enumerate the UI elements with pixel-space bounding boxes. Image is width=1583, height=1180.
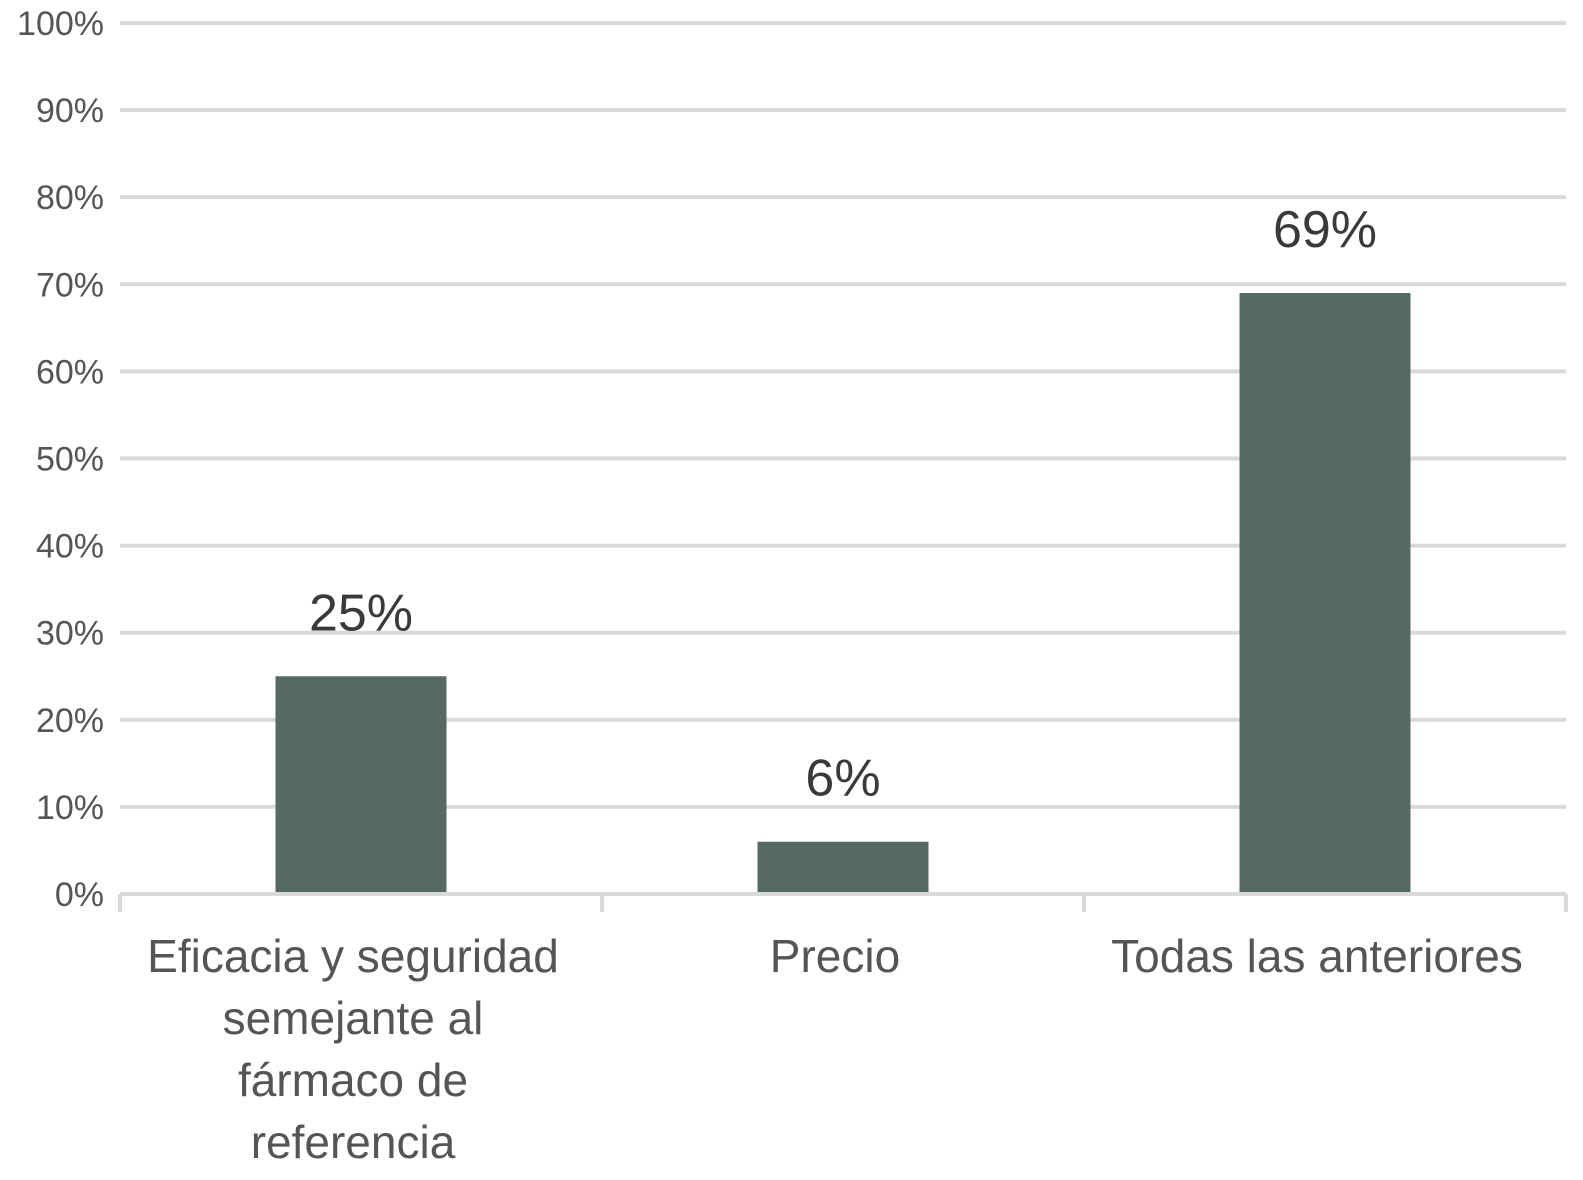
data-label: 69% [1273, 201, 1377, 259]
bar [757, 841, 929, 892]
y-tick-label: 70% [36, 266, 104, 304]
bars [275, 293, 1411, 892]
y-tick-label: 90% [36, 92, 104, 130]
data-labels: 25% 6% 69% [309, 201, 1377, 808]
y-tick-label: 0% [55, 876, 104, 914]
x-axis [118, 892, 1568, 912]
bar [275, 676, 447, 892]
category-label: Todas las anteriores [1111, 930, 1523, 982]
category-label: Precio [770, 930, 900, 982]
category-label-line: Precio [770, 930, 900, 982]
category-labels: Eficacia y seguridad semejante al fármaco … [147, 930, 1523, 1168]
y-tick-label: 40% [36, 528, 104, 566]
category-label-line: Eficacia y seguridad [147, 930, 559, 982]
y-tick-label: 20% [36, 702, 104, 740]
data-label: 25% [309, 584, 413, 642]
data-label: 6% [805, 750, 880, 808]
category-label-line: semejante al [223, 992, 484, 1044]
bar [1239, 293, 1411, 892]
category-label: Eficacia y seguridad semejante al fármaco … [147, 930, 559, 1168]
y-tick-label: 30% [36, 615, 104, 653]
y-axis-ticks: 0% 10% 20% 30% 40% 50% 60% 70% 80% 90% 100% [17, 5, 104, 914]
category-label-line: fármaco de [238, 1054, 468, 1106]
y-tick-label: 10% [36, 789, 104, 827]
y-tick-label: 80% [36, 179, 104, 217]
y-tick-label: 50% [36, 441, 104, 479]
y-tick-label: 60% [36, 353, 104, 391]
category-label-line: Todas las anteriores [1111, 930, 1523, 982]
category-label-line: referencia [251, 1116, 456, 1168]
y-tick-label: 100% [17, 5, 104, 43]
